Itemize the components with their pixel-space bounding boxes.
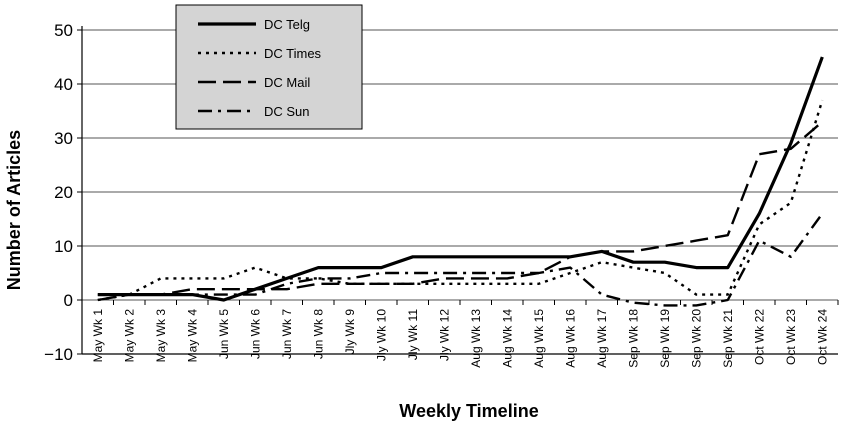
legend-box <box>175 4 363 130</box>
x-tick-label: Jly Wk 10 <box>374 309 388 361</box>
axes <box>81 26 838 355</box>
x-tick-label: Sep Wk 20 <box>689 309 703 368</box>
legend-label-3: DC Mail <box>264 75 310 90</box>
x-tick-label: Jly Wk 11 <box>406 309 420 360</box>
y-axis-ticks: −10 0 10 20 30 40 50 <box>44 21 82 364</box>
x-tick-label: Aug Wk 17 <box>595 309 609 368</box>
legend: DC Telg DC Times DC Mail DC Sun <box>175 4 363 130</box>
y-tick-label: 30 <box>54 129 73 148</box>
x-tick-label: Aug Wk 16 <box>563 309 577 368</box>
x-tick-label: Jly Wk 12 <box>437 309 451 361</box>
x-tick-label: Jun Wk 7 <box>280 309 294 359</box>
x-tick-label: May Wk 4 <box>185 309 199 363</box>
x-tick-label: May Wk 2 <box>122 309 136 363</box>
x-tick-label: Aug Wk 15 <box>532 309 546 368</box>
x-tick-label: Aug Wk 13 <box>469 309 483 368</box>
legend-label-4: DC Sun <box>264 104 310 119</box>
y-tick-label: −10 <box>44 345 73 364</box>
x-tick-label: Oct Wk 23 <box>784 309 798 365</box>
y-axis-label: Number of Articles <box>4 130 24 290</box>
x-tick-label: Sep Wk 19 <box>658 309 672 368</box>
x-axis-ticks: May Wk 1 May Wk 2 May Wk 3 May Wk 4 Jun Wk 5… <box>81 300 839 368</box>
x-tick-label: Jun Wk 5 <box>217 309 231 359</box>
x-tick-label: Jly Wk 9 <box>343 309 357 355</box>
x-tick-label: Jun Wk 6 <box>248 309 262 359</box>
x-tick-label: Sep Wk 18 <box>626 309 640 368</box>
x-tick-label: Jun Wk 8 <box>311 309 325 359</box>
x-tick-label: Aug Wk 14 <box>500 309 514 368</box>
y-tick-label: 40 <box>54 75 73 94</box>
x-tick-label: Sep Wk 21 <box>721 309 735 368</box>
y-tick-label: 20 <box>54 183 73 202</box>
y-tick-label: 50 <box>54 21 73 40</box>
legend-label-1: DC Telg <box>264 17 310 32</box>
x-tick-label: May Wk 1 <box>91 309 105 363</box>
x-axis-label: Weekly Timeline <box>399 401 538 421</box>
legend-label-2: DC Times <box>264 46 322 61</box>
x-tick-label: Oct Wk 24 <box>815 309 829 365</box>
series-line-2 <box>97 99 824 302</box>
x-tick-label: Oct Wk 22 <box>752 309 766 365</box>
y-tick-label: 0 <box>64 291 73 310</box>
x-tick-label: May Wk 3 <box>154 309 168 363</box>
series-lines <box>97 56 824 307</box>
series-line-4 <box>97 212 824 307</box>
series-line-1 <box>97 56 824 302</box>
y-tick-label: 10 <box>54 237 73 256</box>
series-line-3 <box>97 120 824 302</box>
